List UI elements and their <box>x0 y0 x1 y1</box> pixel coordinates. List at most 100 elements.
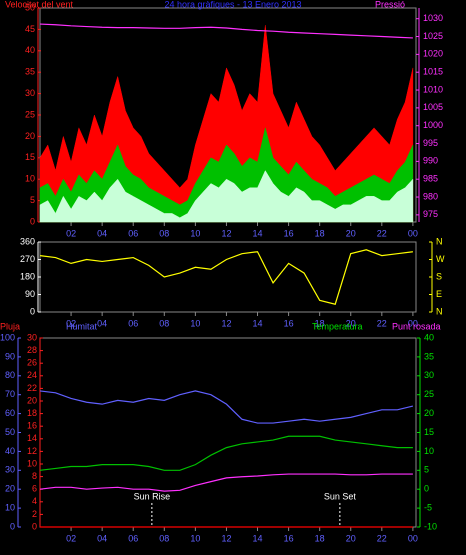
tick-label: 30 <box>5 465 15 475</box>
wind-area <box>39 170 414 223</box>
x-tick-label: 10 <box>190 318 200 328</box>
x-tick-label: 22 <box>377 533 387 543</box>
tick-label: 975 <box>423 209 438 219</box>
tick-label: 6 <box>32 484 37 494</box>
axis-label: Humitat <box>66 321 98 331</box>
annotation-text: Sun Set <box>324 491 357 501</box>
x-tick-label: 06 <box>128 533 138 543</box>
x-tick-label: 04 <box>97 533 107 543</box>
tick-label: 1030 <box>423 13 443 23</box>
x-tick-label: 02 <box>66 228 76 238</box>
tick-label: 20 <box>5 484 15 494</box>
tick-label: 35 <box>424 351 434 361</box>
tick-label: 10 <box>25 174 35 184</box>
x-tick-label: 02 <box>66 533 76 543</box>
tick-label: 30 <box>25 88 35 98</box>
x-tick-label: 22 <box>377 228 387 238</box>
tick-label: 60 <box>5 408 15 418</box>
x-tick-label: 06 <box>128 228 138 238</box>
tick-label: 30 <box>424 370 434 380</box>
x-tick-label: 08 <box>159 228 169 238</box>
tick-label: N <box>436 306 443 316</box>
tick-label: 1010 <box>423 84 443 94</box>
tick-label: 1000 <box>423 120 443 130</box>
tick-label: 0 <box>32 521 37 531</box>
series-line <box>39 23 413 39</box>
series-line <box>39 390 414 424</box>
tick-label: 360 <box>20 236 35 246</box>
tick-label: 24 <box>27 370 37 380</box>
tick-label: 18 <box>27 408 37 418</box>
wind-area <box>39 25 414 223</box>
series-line <box>39 473 413 492</box>
tick-label: 26 <box>27 358 37 368</box>
x-tick-label: 10 <box>190 228 200 238</box>
x-tick-label: 00 <box>408 318 418 328</box>
tick-label: 8 <box>32 471 37 481</box>
axis-label: Pressió <box>375 0 405 9</box>
x-tick-label: 00 <box>408 228 418 238</box>
series-line <box>39 249 413 305</box>
tick-label: 990 <box>423 156 438 166</box>
tick-label: 28 <box>27 345 37 355</box>
tick-label: 5 <box>424 465 429 475</box>
tick-label: 4 <box>32 496 37 506</box>
axis-label: Punt rosada <box>392 321 441 331</box>
tick-label: 10 <box>27 458 37 468</box>
tick-label: 1015 <box>423 67 443 77</box>
x-tick-label: 12 <box>221 318 231 328</box>
x-tick-label: 02 <box>66 318 76 328</box>
axis-label: 24 hora gràfiques - 13 Enero 2013 <box>164 0 301 9</box>
x-tick-label: 18 <box>315 533 325 543</box>
x-tick-label: 00 <box>408 533 418 543</box>
x-tick-label: 04 <box>97 318 107 328</box>
tick-label: W <box>436 254 445 264</box>
tick-label: 50 <box>25 2 35 12</box>
x-tick-label: 16 <box>284 533 294 543</box>
tick-label: 20 <box>424 408 434 418</box>
tick-label: 1005 <box>423 102 443 112</box>
tick-label: 15 <box>424 427 434 437</box>
tick-label: 22 <box>27 383 37 393</box>
x-tick-label: 16 <box>284 318 294 328</box>
tick-label: 0 <box>10 521 15 531</box>
x-tick-label: 04 <box>97 228 107 238</box>
tick-label: 995 <box>423 138 438 148</box>
annotation-text: Sun Rise <box>134 491 171 501</box>
tick-label: 50 <box>5 427 15 437</box>
x-tick-label: 20 <box>346 228 356 238</box>
tick-label: 15 <box>25 152 35 162</box>
series-line <box>39 435 413 471</box>
tick-label: 20 <box>25 131 35 141</box>
tick-label: 16 <box>27 421 37 431</box>
x-tick-label: 10 <box>190 533 200 543</box>
axis-label: Pluja <box>0 321 20 331</box>
tick-label: 30 <box>27 332 37 342</box>
x-tick-label: 08 <box>159 533 169 543</box>
x-tick-label: 16 <box>284 228 294 238</box>
axis-label: Temperatura <box>312 321 363 331</box>
tick-label: 14 <box>27 433 37 443</box>
tick-label: 45 <box>25 24 35 34</box>
tick-label: 90 <box>5 351 15 361</box>
tick-label: 0 <box>30 306 35 316</box>
tick-label: 1025 <box>423 31 443 41</box>
tick-label: 270 <box>20 254 35 264</box>
x-tick-label: 08 <box>159 318 169 328</box>
tick-label: 20 <box>27 395 37 405</box>
tick-label: 40 <box>25 45 35 55</box>
tick-label: 25 <box>424 389 434 399</box>
tick-label: 1020 <box>423 49 443 59</box>
tick-label: 2 <box>32 509 37 519</box>
plot-frame <box>39 337 417 528</box>
tick-label: 70 <box>5 389 15 399</box>
tick-label: 0 <box>30 216 35 226</box>
tick-label: N <box>436 236 443 246</box>
tick-label: -10 <box>424 521 437 531</box>
tick-label: 0 <box>424 484 429 494</box>
tick-label: 40 <box>5 446 15 456</box>
tick-label: 180 <box>20 271 35 281</box>
x-tick-label: 14 <box>253 318 263 328</box>
x-tick-label: 12 <box>221 533 231 543</box>
